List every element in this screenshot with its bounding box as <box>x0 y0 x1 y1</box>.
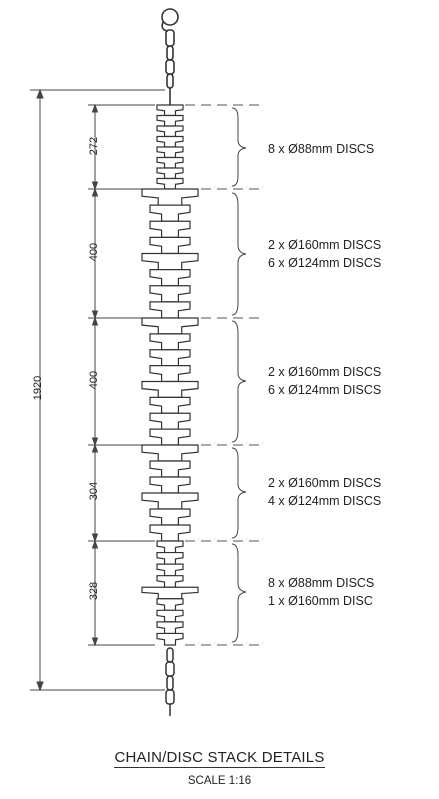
disc-39 <box>156 632 184 646</box>
section-1-dimension: 272 <box>88 136 100 156</box>
overall-dimension-line <box>30 88 165 692</box>
disc-22 <box>149 396 191 414</box>
disc-3 <box>156 125 184 138</box>
section-2-line-2: 6 x Ø124mm DISCS <box>268 256 382 270</box>
lifting-hook <box>161 8 179 106</box>
disc-2 <box>156 114 184 127</box>
disc-11 <box>149 220 191 238</box>
section-4-line-2: 4 x Ø124mm DISCS <box>268 494 382 508</box>
disc-12 <box>149 236 191 255</box>
section-2-dimension: 400 <box>88 242 100 262</box>
disc-14 <box>149 269 191 287</box>
disc-1 <box>156 104 184 117</box>
disc-27 <box>149 476 191 494</box>
section-braces <box>231 107 247 643</box>
drawing-title: CHAIN/DISC STACK DETAILS <box>0 749 439 768</box>
disc-18 <box>149 333 191 351</box>
section-1-description: 8 x Ø88mm DISCS <box>268 140 374 158</box>
disc-35 <box>141 586 199 600</box>
disc-19 <box>149 349 191 367</box>
disc-31 <box>156 540 184 554</box>
section-3-dimension: 400 <box>88 370 100 390</box>
bottom-chain <box>165 647 175 716</box>
disc-6 <box>156 156 184 169</box>
section-3-line-2: 6 x Ø124mm DISCS <box>268 383 382 397</box>
disc-37 <box>156 609 184 623</box>
disc-13 <box>141 252 199 271</box>
overall-dimension-label: 1920 <box>32 375 44 401</box>
section-3-line-1: 2 x Ø160mm DISCS <box>268 365 382 379</box>
disc-38 <box>156 621 184 635</box>
section-division-lines <box>185 104 265 646</box>
disc-29 <box>149 508 191 526</box>
section-2-line-1: 2 x Ø160mm DISCS <box>268 238 382 252</box>
disc-8 <box>156 177 184 190</box>
section-5-line-2: 1 x Ø160mm DISC <box>268 594 373 608</box>
disc-23 <box>149 412 191 430</box>
drawing-scale: SCALE 1:16 <box>187 775 252 787</box>
disc-4 <box>156 135 184 148</box>
disc-stack <box>141 104 199 646</box>
section-4-line-1: 2 x Ø160mm DISCS <box>268 476 382 490</box>
disc-21 <box>141 380 199 398</box>
disc-10 <box>149 204 191 222</box>
section-5-line-1: 8 x Ø88mm DISCS <box>268 576 375 590</box>
disc-9 <box>141 188 199 206</box>
disc-33 <box>156 563 184 577</box>
disc-20 <box>149 365 191 383</box>
disc-25 <box>141 444 199 462</box>
disc-7 <box>156 167 184 180</box>
disc-34 <box>156 575 184 588</box>
disc-28 <box>141 492 199 510</box>
section-2-description: 2 x Ø160mm DISCS 6 x Ø124mm DISCS <box>268 236 381 272</box>
disc-15 <box>149 285 191 303</box>
section-5-dimension: 328 <box>88 581 100 601</box>
disc-30 <box>149 524 191 542</box>
disc-26 <box>149 460 191 478</box>
section-1-line-1: 8 x Ø88mm DISCS <box>268 142 375 156</box>
section-4-description: 2 x Ø160mm DISCS 4 x Ø124mm DISCS <box>268 474 381 510</box>
disc-24 <box>149 428 191 446</box>
disc-36 <box>156 598 184 611</box>
disc-5 <box>156 146 184 159</box>
section-4-dimension: 304 <box>88 481 100 501</box>
drawing-title-text: CHAIN/DISC STACK DETAILS <box>114 749 325 768</box>
disc-32 <box>156 551 184 565</box>
section-3-description: 2 x Ø160mm DISCS 6 x Ø124mm DISCS <box>268 363 381 399</box>
section-5-description: 8 x Ø88mm DISCS 1 x Ø160mm DISC <box>268 574 374 610</box>
disc-16 <box>149 301 191 319</box>
disc-17 <box>141 317 199 335</box>
